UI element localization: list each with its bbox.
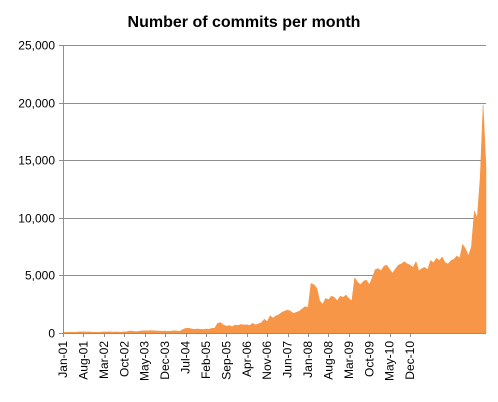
x-tick-label: Mar-09 [342, 341, 356, 379]
y-tick-label: 25,000 [18, 39, 55, 53]
y-tick-label: 20,000 [18, 97, 55, 111]
x-tick-label: Aug-01 [76, 341, 90, 380]
x-tick-label: Sep-05 [219, 341, 233, 380]
x-tick-label: May-03 [138, 341, 152, 381]
y-tick-label: 0 [48, 327, 55, 341]
y-tick-label: 5,000 [25, 269, 55, 283]
chart-title: Number of commits per month [128, 14, 361, 31]
x-tick-label: Jul-04 [179, 341, 193, 374]
x-tick-label: Jan-08 [301, 341, 315, 378]
x-tick-label: Oct-02 [117, 341, 131, 377]
y-tick-label: 10,000 [18, 212, 55, 226]
x-tick-label: Nov-06 [260, 341, 274, 380]
x-tick-label: Apr-06 [240, 341, 254, 377]
grid-lines [63, 45, 486, 276]
area-layer [62, 104, 487, 334]
x-tick-label: Jan-01 [56, 341, 70, 378]
x-tick-label: Dec-10 [403, 341, 417, 380]
x-tick-label: Oct-09 [362, 341, 376, 377]
x-tick-label: Mar-02 [97, 341, 111, 379]
x-axis-ticks: Jan-01 Aug-01 Mar-02 Oct-02 May-03 Dec-03 Jul-… [56, 333, 417, 381]
y-axis-ticks: 0 5,000 10,000 15,000 20,000 25,000 [18, 39, 63, 341]
commits-area-series [62, 104, 487, 334]
x-tick-label: Aug-08 [322, 341, 336, 380]
y-tick-label: 15,000 [18, 154, 55, 168]
axes [63, 45, 486, 334]
x-tick-label: Dec-03 [158, 341, 172, 380]
x-tick-label: Feb-05 [199, 341, 213, 379]
x-tick-label: Jun-07 [281, 341, 295, 378]
x-tick-label: May-10 [383, 341, 397, 381]
